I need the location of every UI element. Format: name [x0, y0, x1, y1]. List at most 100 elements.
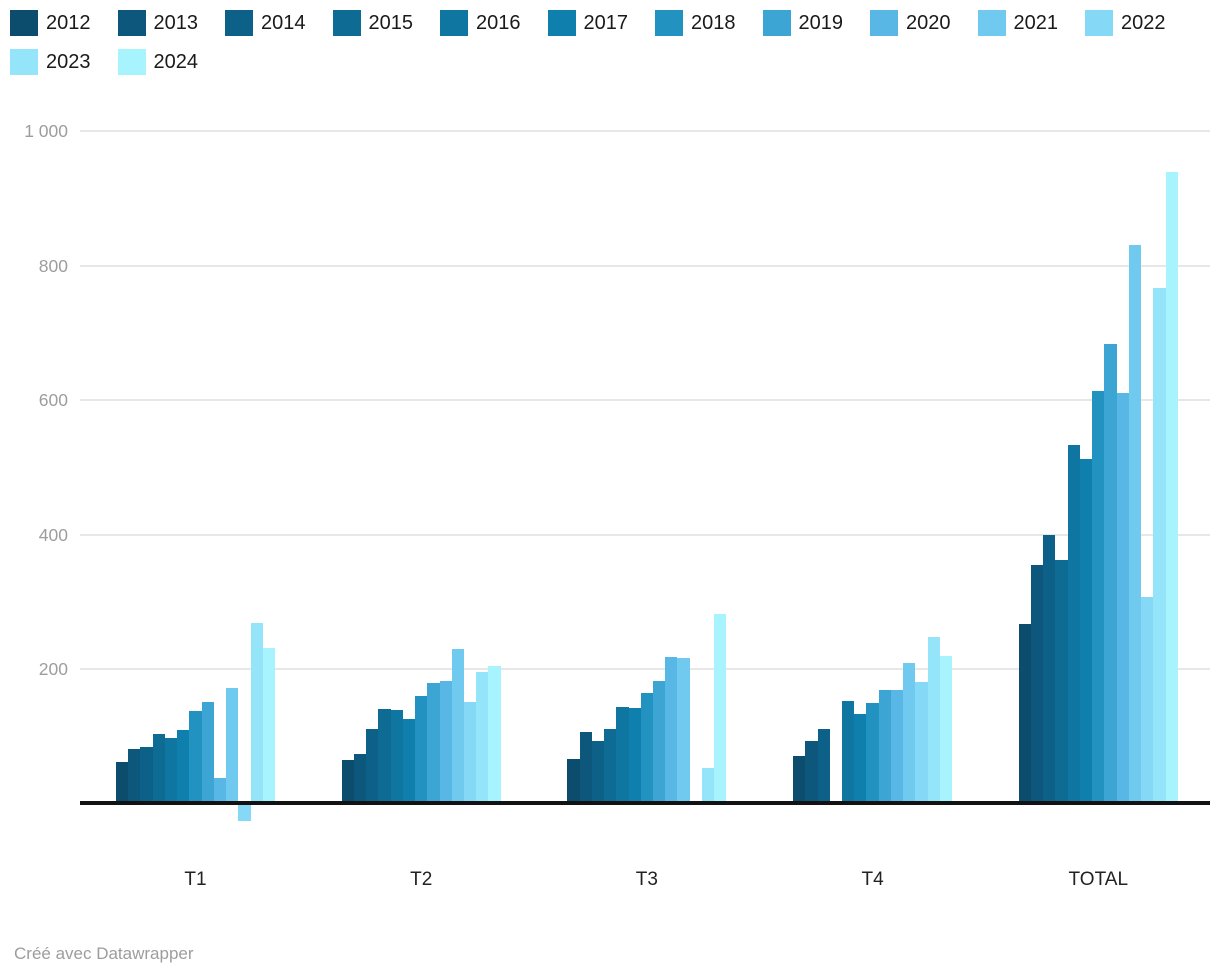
chart-legend: 2012 2013 2014 2015 2016 2017 2018 2019 2020 2021… [10, 10, 1214, 75]
legend-item-2024: 2024 [117, 49, 199, 75]
bar-2016-TOTAL[interactable] [1067, 444, 1080, 804]
legend-item-2017: 2017 [547, 10, 628, 36]
y-axis-tick-label: 400 [38, 524, 68, 545]
bar-2023-T2[interactable] [476, 672, 489, 804]
bar-2015-TOTAL[interactable] [1055, 560, 1068, 804]
bar-2023-T1[interactable] [250, 622, 263, 804]
bar-2013-TOTAL[interactable] [1031, 565, 1044, 804]
bar-2013-T4[interactable] [805, 741, 818, 804]
bar-2014-T4[interactable] [817, 729, 830, 804]
bar-2021-TOTAL[interactable] [1128, 245, 1142, 804]
bar-2018-T2[interactable] [415, 696, 428, 804]
bar-2022-TOTAL[interactable] [1141, 596, 1154, 804]
bar-2024-T1[interactable] [262, 647, 275, 804]
legend-swatch-2015 [332, 10, 361, 36]
bar-2014-TOTAL[interactable] [1043, 534, 1056, 804]
bar-2024-T3[interactable] [714, 614, 727, 804]
legend-item-2019: 2019 [762, 10, 844, 36]
legend-label: 2016 [476, 12, 521, 34]
bar-2020-TOTAL[interactable] [1116, 392, 1129, 804]
y-axis-tick-label: 1 000 [24, 121, 68, 141]
legend-item-2013: 2013 [117, 10, 199, 36]
bar-2016-T3[interactable] [616, 707, 629, 804]
bar-2017-T2[interactable] [402, 718, 416, 804]
bar-2020-T2[interactable] [439, 680, 452, 804]
bar-2012-T4[interactable] [793, 756, 806, 804]
legend-swatch-2022 [1085, 10, 1113, 36]
legend-swatch-2024 [117, 49, 146, 75]
bar-2021-T1[interactable] [226, 687, 239, 804]
bar-2017-TOTAL[interactable] [1079, 458, 1093, 804]
gridline-800 [80, 264, 1210, 267]
bar-2012-T3[interactable] [567, 758, 580, 804]
bar-2021-T3[interactable] [677, 657, 690, 804]
legend-label: 2023 [46, 51, 91, 73]
legend-swatch-2012 [10, 10, 38, 36]
bar-2015-T2[interactable] [378, 709, 391, 804]
bar-2014-T1[interactable] [140, 747, 153, 804]
bar-2023-TOTAL[interactable] [1153, 287, 1166, 804]
legend-swatch-2018 [655, 10, 683, 36]
bar-2018-T3[interactable] [640, 692, 653, 804]
bar-2015-T3[interactable] [604, 728, 617, 804]
bar-2012-T2[interactable] [341, 759, 354, 804]
bar-2020-T3[interactable] [665, 656, 678, 804]
x-axis-line [80, 801, 1210, 805]
datawrapper-credit-link[interactable]: Créé avec Datawrapper [14, 944, 194, 963]
bar-2023-T4[interactable] [927, 637, 940, 804]
bar-2018-TOTAL[interactable] [1092, 391, 1105, 804]
bar-2019-T3[interactable] [653, 680, 666, 804]
legend-swatch-2014 [225, 10, 253, 36]
legend-item-2014: 2014 [225, 10, 306, 36]
bar-2012-T1[interactable] [116, 761, 129, 804]
bar-2013-T1[interactable] [128, 749, 141, 804]
bar-2021-T2[interactable] [451, 648, 464, 804]
bar-2016-T4[interactable] [842, 701, 855, 804]
gridline-400 [80, 533, 1210, 536]
legend-label: 2024 [153, 51, 199, 73]
legend-item-2015: 2015 [332, 10, 413, 36]
bar-2023-T3[interactable] [701, 767, 715, 804]
bar-2024-T4[interactable] [939, 655, 953, 804]
bar-2018-T1[interactable] [189, 711, 202, 804]
bar-2016-T1[interactable] [164, 738, 178, 804]
bar-2020-T4[interactable] [890, 689, 904, 804]
y-axis-tick-label: 800 [38, 255, 68, 276]
bar-2024-TOTAL[interactable] [1165, 172, 1178, 804]
bar-2019-TOTAL[interactable] [1104, 343, 1117, 804]
bar-2021-T4[interactable] [903, 663, 916, 804]
bar-2024-T2[interactable] [488, 666, 501, 804]
bar-2022-T1[interactable] [238, 804, 251, 821]
x-axis-category-label-T1: T1 [184, 869, 207, 890]
legend-swatch-2023 [10, 49, 38, 75]
bar-2022-T4[interactable] [915, 682, 928, 804]
y-axis-tick-label: 200 [38, 659, 68, 680]
bar-2022-T2[interactable] [464, 701, 477, 804]
bar-2014-T3[interactable] [591, 741, 605, 804]
bar-2017-T4[interactable] [854, 713, 867, 804]
bar-2017-T1[interactable] [177, 729, 190, 804]
y-axis-tick-label: 600 [38, 390, 68, 411]
bar-2019-T2[interactable] [427, 682, 440, 804]
bar-2015-T1[interactable] [152, 734, 165, 804]
bar-2019-T4[interactable] [878, 689, 891, 804]
gridline-200 [80, 668, 1210, 671]
x-axis-category-label-T2: T2 [410, 869, 433, 890]
bar-2017-T3[interactable] [628, 708, 641, 804]
bar-2014-T2[interactable] [366, 728, 379, 804]
legend-item-2021: 2021 [977, 10, 1058, 36]
legend-label: 2013 [153, 12, 199, 34]
bar-2020-T1[interactable] [213, 777, 227, 804]
legend-swatch-2021 [977, 10, 1006, 36]
legend-label: 2020 [906, 12, 951, 34]
bar-2018-T4[interactable] [866, 703, 879, 804]
x-axis-category-label-T3: T3 [635, 869, 658, 890]
bar-2013-T2[interactable] [353, 754, 367, 804]
bar-2013-T3[interactable] [579, 731, 592, 804]
bar-2016-T2[interactable] [390, 710, 403, 804]
bar-2019-T1[interactable] [201, 702, 214, 804]
legend-label: 2019 [798, 12, 844, 34]
bar-2012-TOTAL[interactable] [1018, 624, 1032, 804]
legend-swatch-2017 [547, 10, 576, 36]
